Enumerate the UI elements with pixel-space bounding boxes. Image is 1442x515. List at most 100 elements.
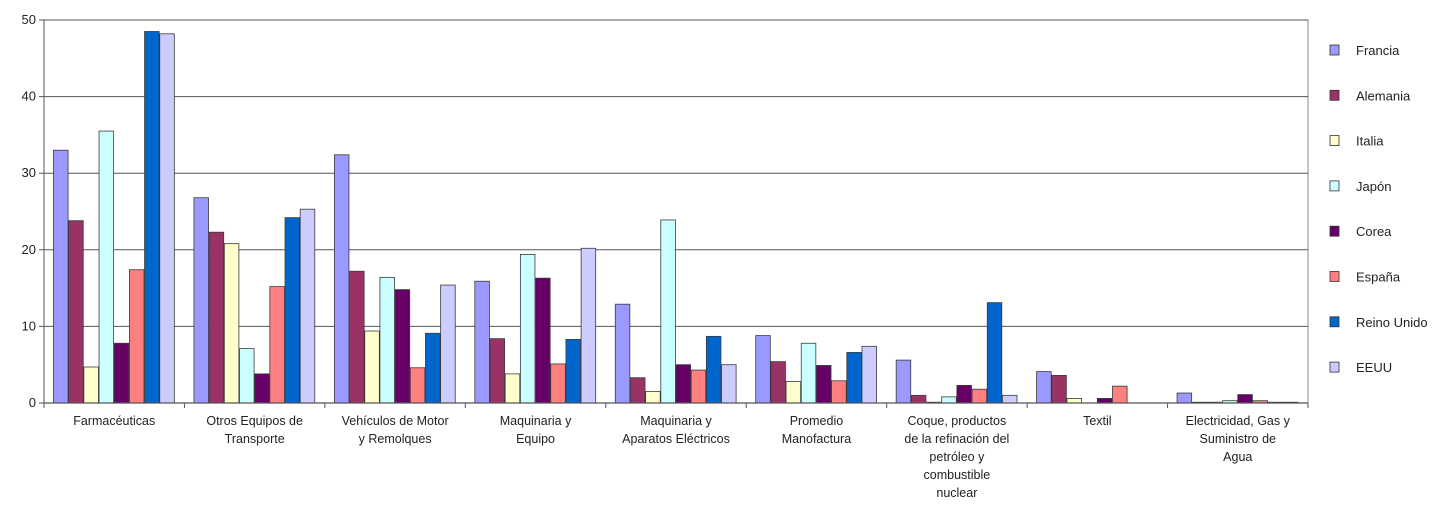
y-tick-label: 10 xyxy=(22,318,36,333)
bar-reino-unido xyxy=(284,217,301,404)
bar-italia xyxy=(645,391,661,404)
bar-jap-n xyxy=(98,130,115,404)
legend-item-italia: Italia xyxy=(1329,134,1384,149)
y-tick-label: 40 xyxy=(22,89,36,104)
bar-jap-n xyxy=(239,348,255,404)
bar-alemania xyxy=(630,377,646,404)
bar-italia xyxy=(504,373,521,404)
legend-item-eeuu: EEUU xyxy=(1329,360,1392,375)
legend-swatch xyxy=(1329,135,1340,147)
bar-francia xyxy=(53,149,69,404)
bar-corea xyxy=(394,289,411,404)
legend-label: Alemania xyxy=(1356,88,1411,103)
bar-eeuu xyxy=(1002,394,1018,404)
bar-espa-a xyxy=(971,388,988,404)
bar-corea xyxy=(1237,394,1253,404)
legend-swatch xyxy=(1329,316,1340,328)
bar-corea xyxy=(254,373,270,404)
legend-label: Reino Unido xyxy=(1356,315,1428,330)
bar-francia xyxy=(333,154,350,404)
bar-espa-a xyxy=(550,363,566,404)
bar-reino-unido xyxy=(705,335,722,404)
bar-jap-n xyxy=(519,253,536,404)
bar-corea xyxy=(535,277,551,404)
bar-francia xyxy=(193,197,209,404)
bar-corea xyxy=(816,365,832,404)
legend-label: EEUU xyxy=(1356,360,1392,375)
bar-espa-a xyxy=(409,367,426,404)
bar-eeuu xyxy=(580,247,597,404)
bar-alemania xyxy=(349,270,365,404)
bar-corea xyxy=(956,384,972,404)
bar-espa-a xyxy=(128,269,145,404)
x-category-label: Textil xyxy=(1083,414,1111,428)
bar-espa-a xyxy=(269,286,285,404)
y-axis-tick-labels: 0 10 20 30 40 50 xyxy=(22,12,36,410)
bar-francia xyxy=(1176,392,1193,404)
x-category-label: Promedio Manofactura xyxy=(782,414,852,446)
legend-label: Japón xyxy=(1356,179,1391,194)
bar-espa-a xyxy=(831,380,847,404)
x-category-label: Otros Equipos de Transporte xyxy=(206,414,303,446)
bar-alemania xyxy=(68,220,84,404)
bar-italia xyxy=(223,243,240,404)
bar-espa-a xyxy=(690,369,707,404)
x-category-label: Vehículos de Motor y Remolques xyxy=(342,414,449,446)
legend-label: Francia xyxy=(1356,43,1400,58)
bar-francia xyxy=(755,335,771,404)
bar-reino-unido xyxy=(425,332,441,404)
legend-swatch xyxy=(1329,180,1340,192)
bar-eeuu xyxy=(721,364,737,404)
x-category-label: Coque, productos de la refinación del petr… xyxy=(904,414,1009,500)
legend-swatch xyxy=(1329,271,1340,282)
legend-item-jap-n: Japón xyxy=(1329,179,1391,194)
legend-item-alemania: Alemania xyxy=(1329,88,1411,103)
bar-espa-a xyxy=(1112,385,1128,404)
bar-alemania xyxy=(1051,375,1067,404)
bar-italia xyxy=(785,381,802,404)
legend-item-corea: Corea xyxy=(1329,224,1392,239)
bar-alemania xyxy=(770,361,786,404)
bar-corea xyxy=(113,342,130,404)
bar-italia xyxy=(83,366,99,404)
plot-area xyxy=(43,19,1309,404)
x-category-label: Electricidad, Gas y Suministro de Agua xyxy=(1186,414,1291,464)
legend: Francia Alemania Italia Japón Corea España Rei… xyxy=(1329,43,1428,375)
legend-item-reino-unido: Reino Unido xyxy=(1329,315,1428,330)
bar-eeuu xyxy=(159,33,175,404)
bar-reino-unido xyxy=(144,31,160,404)
bar-eeuu xyxy=(861,345,877,404)
legend-label: Italia xyxy=(1356,134,1384,149)
legend-swatch xyxy=(1329,44,1340,56)
bar-reino-unido xyxy=(986,302,1003,404)
bar-reino-unido xyxy=(846,352,862,404)
bar-jap-n xyxy=(941,396,957,404)
bar-eeuu xyxy=(299,208,316,404)
bar-eeuu xyxy=(440,284,456,404)
bar-alemania xyxy=(489,338,505,404)
bar-jap-n xyxy=(379,276,395,404)
legend-label: Corea xyxy=(1356,224,1392,239)
bar-italia xyxy=(1066,397,1082,404)
bar-alemania xyxy=(910,394,927,404)
bar-jap-n xyxy=(660,219,676,404)
legend-swatch xyxy=(1329,361,1340,373)
y-tick-label: 0 xyxy=(29,395,36,410)
bar-italia xyxy=(364,330,380,404)
legend-item-francia: Francia xyxy=(1329,43,1400,58)
bar-francia xyxy=(614,303,631,404)
y-tick-label: 30 xyxy=(22,165,36,180)
bar-francia xyxy=(1036,371,1052,404)
y-tick-label: 20 xyxy=(22,242,36,257)
gridlines xyxy=(43,19,1309,404)
legend-swatch xyxy=(1329,89,1340,101)
x-category-label: Maquinaria y Aparatos Eléctricos xyxy=(622,414,730,446)
x-category-label: Farmacéuticas xyxy=(73,414,155,428)
bar-corea xyxy=(1096,397,1113,404)
legend-item-espa-a: España xyxy=(1329,270,1401,285)
bar-francia xyxy=(474,280,490,404)
bar-jap-n xyxy=(800,342,817,404)
bar-reino-unido xyxy=(565,339,581,404)
x-category-label: Maquinaria y Equipo xyxy=(500,414,572,446)
